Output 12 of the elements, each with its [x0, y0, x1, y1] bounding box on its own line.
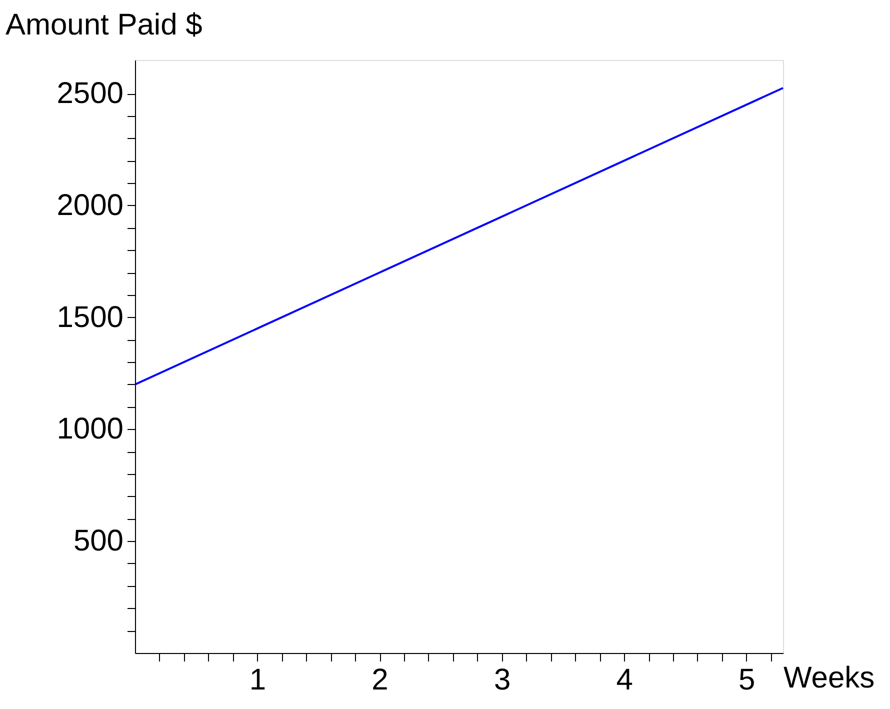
x-axis-title: Weeks — [784, 662, 875, 694]
x-tick-label: 1 — [249, 664, 266, 696]
x-tick-label: 4 — [616, 664, 633, 696]
y-tick-label: 2000 — [56, 188, 124, 222]
x-tick-label: 5 — [738, 664, 756, 696]
x-tick-label: 2 — [372, 664, 388, 696]
y-tick-label: 2500 — [56, 77, 124, 110]
y-axis-title: Amount Paid $ — [6, 8, 203, 42]
y-tick-label: 1500 — [56, 300, 124, 334]
y-tick-label: 1000 — [56, 412, 124, 446]
x-tick-label: 3 — [494, 664, 511, 696]
y-tick-label: 500 — [73, 524, 124, 558]
